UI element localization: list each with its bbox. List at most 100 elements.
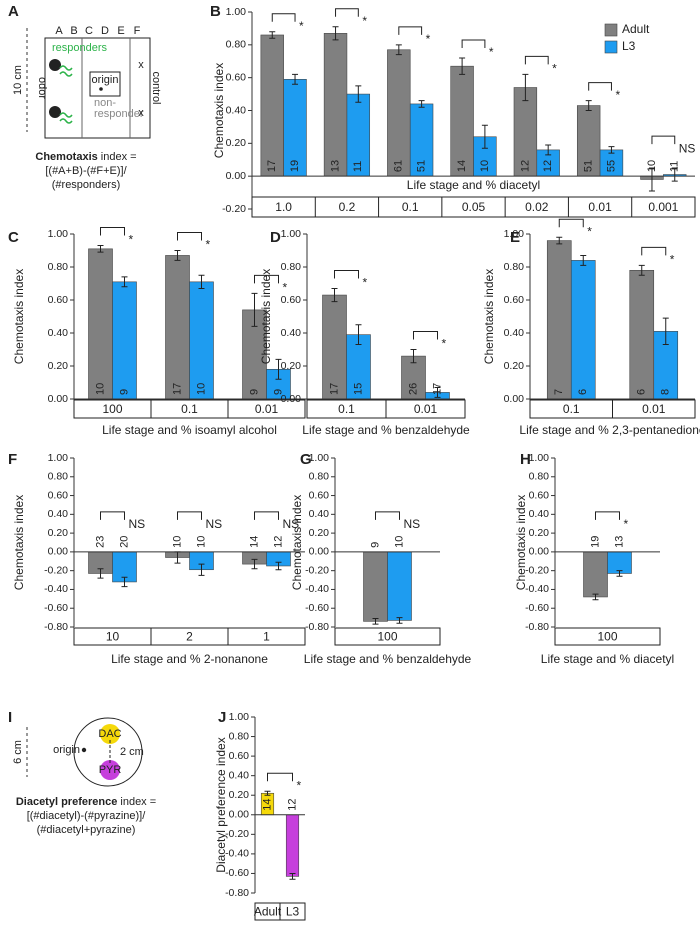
- y-tick-label: 0.40: [309, 508, 330, 520]
- panel-label: I: [8, 709, 12, 726]
- significance-label: NS: [679, 141, 696, 155]
- y-tick-label: 1.00: [226, 6, 247, 18]
- panel-label: A: [8, 3, 19, 20]
- significance-bracket: [558, 218, 584, 228]
- column-label: F: [134, 25, 141, 37]
- n-label: 51: [583, 160, 595, 172]
- y-tick-label: 0.60: [226, 71, 247, 83]
- n-label: 19: [289, 160, 301, 172]
- y-tick-label: 0.20: [229, 789, 250, 801]
- y-tick-label: 0.40: [504, 327, 525, 339]
- scale-label: 6 cm: [12, 740, 24, 764]
- significance-label: *: [299, 19, 304, 33]
- error-bar: [355, 324, 362, 346]
- significance-label: *: [587, 224, 592, 238]
- n-label: 10: [646, 160, 658, 172]
- bar: [387, 49, 411, 177]
- odor-label: odor: [36, 77, 48, 99]
- significance-label: *: [283, 281, 288, 295]
- formula-line: [(#A+B)-(#F+E)]/: [45, 165, 127, 177]
- significance-bracket: [254, 511, 279, 520]
- bar: [189, 281, 214, 400]
- n-label: 9: [248, 389, 260, 395]
- x-tick-label: 0.2: [339, 200, 356, 214]
- y-tick-label: 0.20: [48, 360, 69, 372]
- x-tick-label: 10: [106, 630, 120, 644]
- y-tick-label: 0.60: [529, 489, 550, 501]
- y-tick-label: 0.00: [529, 546, 550, 558]
- y-tick-label: 0.80: [504, 261, 525, 273]
- significance-label: *: [615, 88, 620, 102]
- origin-box: [89, 71, 121, 97]
- category-table: [251, 196, 696, 218]
- x-tick-label: 0.1: [338, 402, 355, 416]
- bar: [546, 240, 572, 400]
- x-tick-label: 0.1: [181, 402, 198, 416]
- significance-bracket: [100, 227, 125, 236]
- y-tick-label: 0.40: [229, 769, 250, 781]
- bar: [363, 551, 388, 622]
- error-bar: [481, 124, 488, 149]
- formula-name: Diacetyl preference: [16, 796, 118, 808]
- error-bar: [616, 570, 623, 577]
- error-bar: [418, 100, 425, 108]
- significance-label: NS: [404, 517, 421, 531]
- error-bar: [269, 31, 276, 39]
- error-bar: [331, 287, 338, 303]
- formula-line: Diacetyl preference index =: [16, 796, 156, 808]
- bar: [112, 281, 137, 400]
- x-tick-label: 0.1: [563, 402, 580, 416]
- error-bar: [121, 576, 128, 588]
- error-bar: [395, 44, 402, 56]
- y-tick-label: -0.80: [225, 887, 249, 899]
- y-tick-label: -0.80: [44, 621, 68, 633]
- n-label: 14: [261, 799, 273, 811]
- n-label: 13: [329, 160, 341, 172]
- error-bar: [275, 358, 282, 380]
- formula-line: (#responders): [52, 179, 120, 191]
- error-bar: [638, 264, 645, 276]
- category-table: [334, 627, 441, 646]
- significance-bracket: [335, 8, 359, 17]
- significance-bracket: [461, 39, 486, 48]
- odor-spot: [49, 106, 61, 118]
- error-bar: [522, 73, 529, 102]
- x-tick-label: 0.01: [255, 402, 279, 416]
- error-bar: [671, 167, 678, 182]
- n-label: 17: [171, 383, 183, 395]
- y-tick-label: 0.80: [229, 730, 250, 742]
- non-responder-label: non-: [94, 97, 116, 109]
- n-label: 8: [660, 389, 672, 395]
- distance-label: 2 cm: [120, 746, 144, 758]
- error-bar: [97, 568, 104, 579]
- n-label: 23: [94, 536, 106, 548]
- n-label: 51: [416, 160, 428, 172]
- y-tick-label: 0.80: [309, 471, 330, 483]
- error-bar: [648, 167, 655, 192]
- x-tick-label: L3: [286, 905, 300, 919]
- formula-text: index =: [98, 151, 137, 163]
- panel-label: F: [8, 451, 17, 468]
- bar-chart: G Chemotaxis index 1.00 0.80 0.60 0.40 0.20 0.0…: [290, 451, 471, 666]
- panel-label: J: [218, 709, 226, 726]
- n-label: 12: [542, 160, 554, 172]
- error-bar: [434, 386, 441, 398]
- n-label: 13: [613, 536, 625, 548]
- n-label: 6: [636, 389, 648, 395]
- y-tick-label: 0.00: [48, 546, 69, 558]
- x-tick-label: 0.05: [462, 200, 486, 214]
- significance-bracket: [334, 269, 359, 279]
- y-axis-label: Chemotaxis index: [259, 269, 273, 364]
- significance-label: NS: [129, 517, 146, 531]
- y-tick-label: 1.00: [229, 711, 250, 723]
- x-tick-label: 2: [186, 630, 193, 644]
- diagram-a: A 10 cm A B C D E F responders odor cont…: [8, 3, 162, 191]
- error-bar: [410, 349, 417, 364]
- significance-bracket: [177, 511, 202, 520]
- category-table: [73, 399, 306, 419]
- y-tick-label: 0.20: [48, 527, 69, 539]
- y-tick-label: -0.40: [44, 583, 68, 595]
- origin-label: origin: [92, 74, 119, 86]
- error-bar: [592, 593, 599, 601]
- pyr-spot: [100, 760, 120, 780]
